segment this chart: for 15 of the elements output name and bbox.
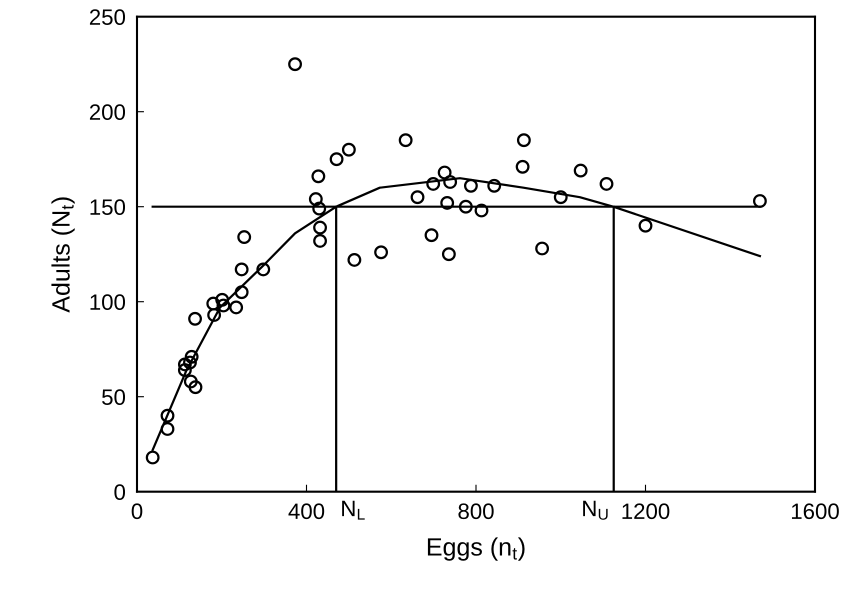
y-tick-label: 100 [90, 294, 126, 310]
x-tick-label: 800 [458, 503, 494, 520]
annotation: N$_{U}$ [583, 500, 608, 520]
y-tick-label: 50 [102, 389, 126, 405]
y-tick-label: 150 [90, 199, 126, 215]
x-tick-label: 0 [132, 503, 142, 520]
y-axis-title: Adults (N$_{t}$) [51, 197, 75, 313]
y-tick-label: 0 [114, 484, 126, 500]
x-tick-label: 1200 [622, 503, 670, 520]
annotation: N$_{L}$ [342, 500, 365, 520]
x-tick-label: 1600 [792, 503, 839, 520]
x-tick-label: 400 [288, 503, 324, 520]
y-tick-label: 200 [90, 104, 126, 120]
y-tick-label: 250 [90, 9, 126, 25]
x-axis-title: Eggs (n$_{t}$) [428, 537, 525, 561]
